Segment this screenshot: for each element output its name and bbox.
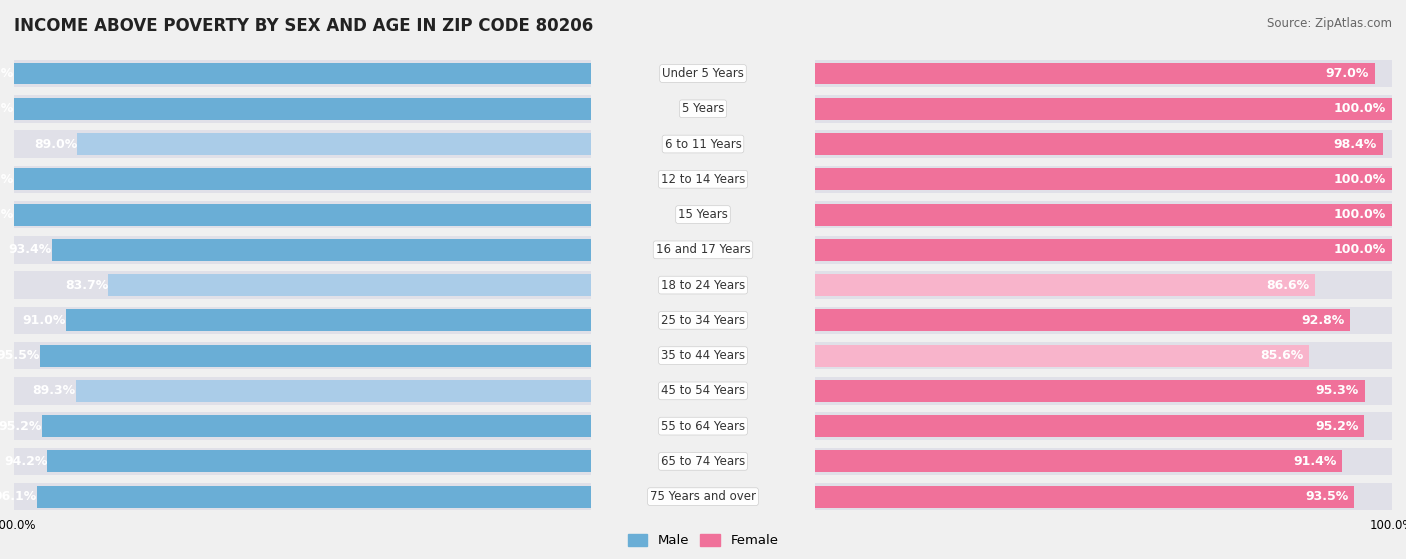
- Text: 100.0%: 100.0%: [0, 173, 14, 186]
- Bar: [815, 95, 1392, 122]
- Text: 89.3%: 89.3%: [32, 385, 76, 397]
- Bar: [14, 203, 591, 225]
- Bar: [52, 239, 591, 260]
- Text: 93.5%: 93.5%: [1305, 490, 1348, 503]
- Bar: [815, 483, 1392, 510]
- Text: INCOME ABOVE POVERTY BY SEX AND AGE IN ZIP CODE 80206: INCOME ABOVE POVERTY BY SEX AND AGE IN Z…: [14, 17, 593, 35]
- Text: 100.0%: 100.0%: [1334, 102, 1386, 115]
- Text: 5 Years: 5 Years: [682, 102, 724, 115]
- Bar: [815, 274, 1315, 296]
- Bar: [815, 345, 1309, 367]
- Bar: [14, 413, 591, 440]
- Bar: [815, 413, 1392, 440]
- Text: 100.0%: 100.0%: [1334, 173, 1386, 186]
- Text: 89.0%: 89.0%: [34, 138, 77, 150]
- Bar: [14, 60, 591, 87]
- Bar: [14, 168, 591, 190]
- Text: 83.7%: 83.7%: [65, 278, 108, 292]
- Text: 12 to 14 Years: 12 to 14 Years: [661, 173, 745, 186]
- Text: 100.0%: 100.0%: [1334, 208, 1386, 221]
- Bar: [815, 98, 1392, 120]
- Bar: [66, 310, 591, 331]
- Text: 55 to 64 Years: 55 to 64 Years: [661, 420, 745, 433]
- Bar: [815, 380, 1365, 402]
- Text: 91.0%: 91.0%: [22, 314, 66, 327]
- Legend: Male, Female: Male, Female: [623, 528, 783, 552]
- Bar: [815, 306, 1392, 334]
- Text: 98.4%: 98.4%: [1334, 138, 1376, 150]
- Bar: [815, 168, 1392, 190]
- Text: 75 Years and over: 75 Years and over: [650, 490, 756, 503]
- Text: 95.3%: 95.3%: [1316, 385, 1360, 397]
- Bar: [37, 486, 591, 508]
- Bar: [14, 306, 591, 334]
- Bar: [42, 415, 591, 437]
- Bar: [14, 377, 591, 405]
- Text: 93.4%: 93.4%: [8, 243, 52, 257]
- Bar: [815, 271, 1392, 299]
- Text: 85.6%: 85.6%: [1260, 349, 1303, 362]
- Bar: [48, 451, 591, 472]
- Bar: [14, 448, 591, 475]
- Bar: [77, 133, 591, 155]
- Bar: [14, 98, 591, 120]
- Text: 100.0%: 100.0%: [0, 102, 14, 115]
- Bar: [815, 486, 1354, 508]
- Text: 92.8%: 92.8%: [1302, 314, 1344, 327]
- Bar: [815, 415, 1364, 437]
- Text: 91.4%: 91.4%: [1294, 455, 1337, 468]
- Bar: [14, 165, 591, 193]
- Text: 94.2%: 94.2%: [4, 455, 48, 468]
- Bar: [815, 310, 1350, 331]
- Text: 95.2%: 95.2%: [0, 420, 42, 433]
- Text: 96.1%: 96.1%: [0, 490, 37, 503]
- Bar: [14, 342, 591, 369]
- Bar: [815, 236, 1392, 264]
- Bar: [815, 130, 1392, 158]
- Bar: [14, 201, 591, 228]
- Text: 6 to 11 Years: 6 to 11 Years: [665, 138, 741, 150]
- Text: 15 Years: 15 Years: [678, 208, 728, 221]
- Bar: [815, 451, 1343, 472]
- Bar: [14, 271, 591, 299]
- Text: 35 to 44 Years: 35 to 44 Years: [661, 349, 745, 362]
- Bar: [815, 133, 1382, 155]
- Bar: [14, 95, 591, 122]
- Bar: [14, 483, 591, 510]
- Bar: [815, 63, 1375, 84]
- Bar: [108, 274, 591, 296]
- Text: 95.5%: 95.5%: [0, 349, 39, 362]
- Bar: [815, 342, 1392, 369]
- Text: 25 to 34 Years: 25 to 34 Years: [661, 314, 745, 327]
- Bar: [815, 60, 1392, 87]
- Text: Source: ZipAtlas.com: Source: ZipAtlas.com: [1267, 17, 1392, 30]
- Text: 65 to 74 Years: 65 to 74 Years: [661, 455, 745, 468]
- Bar: [14, 63, 591, 84]
- Text: Under 5 Years: Under 5 Years: [662, 67, 744, 80]
- Text: 100.0%: 100.0%: [1334, 243, 1386, 257]
- Text: 100.0%: 100.0%: [0, 208, 14, 221]
- Bar: [76, 380, 591, 402]
- Text: 16 and 17 Years: 16 and 17 Years: [655, 243, 751, 257]
- Bar: [815, 239, 1392, 260]
- Bar: [14, 130, 591, 158]
- Bar: [815, 201, 1392, 228]
- Text: 86.6%: 86.6%: [1265, 278, 1309, 292]
- Text: 95.2%: 95.2%: [1315, 420, 1358, 433]
- Text: 45 to 54 Years: 45 to 54 Years: [661, 385, 745, 397]
- Bar: [815, 448, 1392, 475]
- Text: 18 to 24 Years: 18 to 24 Years: [661, 278, 745, 292]
- Bar: [815, 377, 1392, 405]
- Bar: [815, 165, 1392, 193]
- Text: 97.0%: 97.0%: [1326, 67, 1369, 80]
- Bar: [14, 236, 591, 264]
- Text: 100.0%: 100.0%: [0, 67, 14, 80]
- Bar: [39, 345, 591, 367]
- Bar: [815, 203, 1392, 225]
